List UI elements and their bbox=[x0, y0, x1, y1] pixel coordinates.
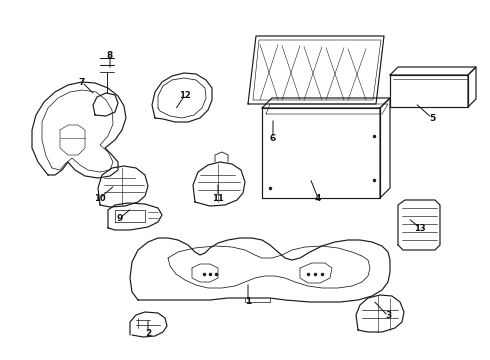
Text: 11: 11 bbox=[212, 194, 224, 202]
Text: 1: 1 bbox=[245, 297, 251, 306]
Text: 13: 13 bbox=[414, 224, 426, 233]
Text: 8: 8 bbox=[107, 50, 113, 59]
Text: 4: 4 bbox=[315, 194, 321, 202]
Text: 7: 7 bbox=[79, 77, 85, 86]
Text: 9: 9 bbox=[117, 213, 123, 222]
Text: 2: 2 bbox=[145, 329, 151, 338]
Text: 3: 3 bbox=[385, 311, 391, 320]
Text: 5: 5 bbox=[429, 113, 435, 122]
Text: 6: 6 bbox=[270, 134, 276, 143]
Text: 10: 10 bbox=[94, 194, 106, 202]
Text: 12: 12 bbox=[179, 90, 191, 99]
